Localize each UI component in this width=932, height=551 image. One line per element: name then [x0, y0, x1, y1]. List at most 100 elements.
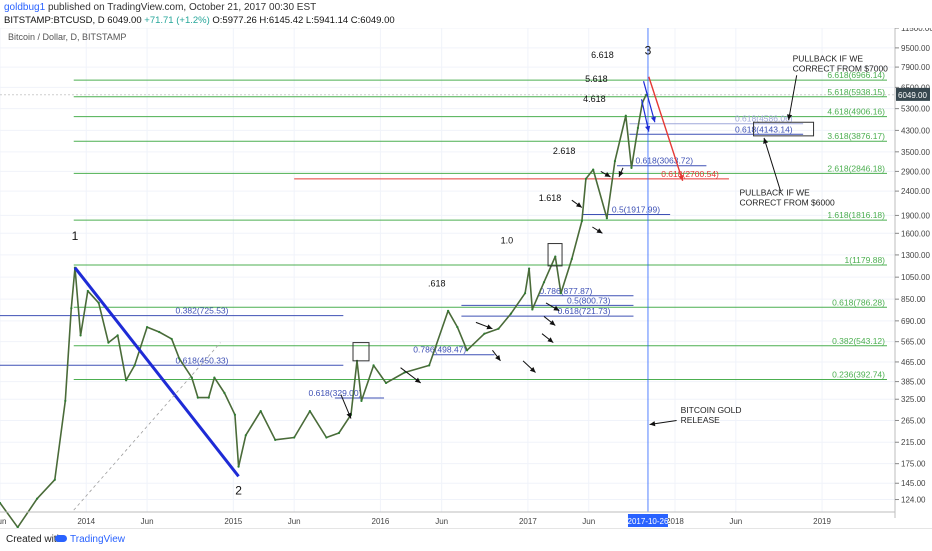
- price-point: [237, 465, 240, 468]
- price-tick-label: 565.00: [901, 338, 926, 347]
- chart-header: goldbug1 published on TradingView.com, O…: [0, 0, 932, 28]
- price-point: [584, 177, 588, 180]
- tradingview-link[interactable]: TradingView: [70, 534, 126, 545]
- retracement-label: 0.618(3063.72): [635, 156, 693, 166]
- dashed-trendline: [73, 342, 221, 511]
- price-tick-label: 3500.00: [901, 148, 930, 157]
- price-tick-label: 1900.00: [901, 211, 930, 220]
- price-point: [145, 325, 149, 329]
- price-point: [325, 436, 328, 439]
- time-tick-label: 2014: [77, 517, 95, 526]
- symbol-label: BITSTAMP:BTCUSD, D: [4, 15, 105, 26]
- wave-1-2-trendline: [73, 266, 240, 478]
- wave-label: 1: [72, 229, 79, 243]
- price-tick-label: 175.00: [901, 460, 926, 469]
- price-change: +71.71 (+1.2%): [144, 15, 210, 26]
- price-point: [207, 396, 210, 399]
- price-tick-label: 465.00: [901, 358, 926, 367]
- annotation-pointer-head: [787, 114, 793, 121]
- author-link[interactable]: goldbug1: [4, 2, 46, 13]
- price-point: [116, 334, 119, 337]
- last-price: 6049.00: [107, 15, 142, 26]
- pivot-box: [547, 243, 563, 267]
- fib-extension-label: 5.618(5938.15): [827, 87, 885, 97]
- price-point: [483, 332, 486, 335]
- price-point: [456, 325, 459, 329]
- time-tick-label: Jun: [729, 517, 742, 526]
- fib-extension-label: 3.618(3876.17): [827, 131, 885, 141]
- price-point: [293, 436, 296, 439]
- price-point: [16, 526, 19, 528]
- price-point: [125, 379, 128, 382]
- created-with-text: Created with: [6, 534, 63, 545]
- pointer-arrow-head: [346, 412, 352, 419]
- time-tick-label: 2015: [224, 517, 242, 526]
- fib-extension-label: 0.618(786.28): [832, 297, 885, 307]
- ohlc-values: O:5977.26 H:6145.42 L:5941.14 C:6049.00: [212, 15, 395, 26]
- price-point: [384, 381, 388, 385]
- price-tick-label: 265.00: [901, 416, 926, 425]
- time-tick-label: 2016: [372, 517, 390, 526]
- annotation: PULLBACK IF WE CORRECT FROM $7000: [793, 53, 889, 73]
- drawings: [0, 28, 895, 512]
- current-price-value: 6049.00: [898, 91, 927, 100]
- pointer-arrow-head: [495, 354, 501, 361]
- wave-label: 6.618: [591, 50, 614, 60]
- time-axis[interactable]: Jun 2014 Jun 2015 Jun 2016 Jun 2017 Jun 2018 Jun 20…: [0, 514, 832, 527]
- price-point: [624, 114, 627, 117]
- annotation: PULLBACK IF WE CORRECT FROM $6000: [739, 188, 835, 208]
- annotation: BITCOIN GOLD RELEASE: [681, 405, 742, 425]
- plot-background: [0, 28, 895, 518]
- price-tick-label: 690.00: [901, 317, 926, 326]
- pivot-box: [753, 121, 815, 137]
- fib-extension-label: 0.236(392.74): [832, 370, 885, 380]
- retracement-label: 0.786(877.87): [539, 286, 592, 296]
- symbol-info: BITSTAMP:BTCUSD, D 6049.00 +71.71 (+1.2%…: [4, 15, 395, 26]
- price-point: [0, 501, 2, 505]
- price-axis[interactable]: 11500.009500.007900.006500.005300.004300…: [895, 28, 932, 505]
- price-point: [158, 330, 161, 334]
- annotation-pointer-head: [649, 421, 656, 427]
- fib-extension-label: 6.618(6966.14): [827, 70, 885, 80]
- price-tick-label: 2400.00: [901, 187, 930, 196]
- price-chart[interactable]: 0.236(392.74)0.382(543.12)0.618(786.28)1…: [0, 28, 932, 528]
- price-point: [580, 219, 583, 223]
- time-tick-label: 2018: [666, 517, 684, 526]
- time-tick-label: 2017: [519, 517, 537, 526]
- publish-info: goldbug1 published on TradingView.com, O…: [4, 2, 316, 13]
- time-tick-label: Jun: [0, 517, 6, 526]
- price-point: [223, 391, 226, 395]
- wave-label: 4.618: [583, 94, 606, 104]
- cursor-date-tag: [627, 514, 668, 527]
- pointer-arrow-head: [549, 320, 556, 326]
- price-point: [542, 281, 546, 284]
- price-tick-label: 9500.00: [901, 44, 930, 53]
- price-tick-label: 7900.00: [901, 63, 930, 72]
- annotation-pointer-head: [763, 137, 769, 144]
- price-point: [213, 376, 216, 379]
- price-point: [274, 438, 277, 441]
- price-tick-label: 215.00: [901, 438, 926, 447]
- pointer-arrow-head: [529, 366, 536, 373]
- retracement-label: 0.786(498.47): [413, 345, 466, 355]
- price-point: [233, 413, 237, 416]
- price-tick-label: 11500.00: [901, 28, 932, 33]
- annotation-pointer: [763, 137, 782, 192]
- price-point: [523, 292, 527, 295]
- wave-label: 5.618: [585, 74, 608, 84]
- price-point: [554, 255, 557, 258]
- price-point: [53, 478, 56, 481]
- retracement-label: 0.5(1917.99): [612, 204, 660, 214]
- price-tick-label: 325.00: [901, 395, 926, 404]
- time-tick-label: Jun: [288, 517, 301, 526]
- price-point: [64, 399, 67, 402]
- wave-label: 2.618: [553, 146, 576, 156]
- blue-projection-arrow: [642, 81, 656, 123]
- pointer-arrow-head: [596, 228, 603, 234]
- price-point: [509, 312, 513, 315]
- price-line: [0, 94, 647, 528]
- price-point: [360, 399, 363, 402]
- pointer-arrow-head: [604, 171, 611, 177]
- price-point: [465, 349, 469, 352]
- price-point: [531, 308, 534, 311]
